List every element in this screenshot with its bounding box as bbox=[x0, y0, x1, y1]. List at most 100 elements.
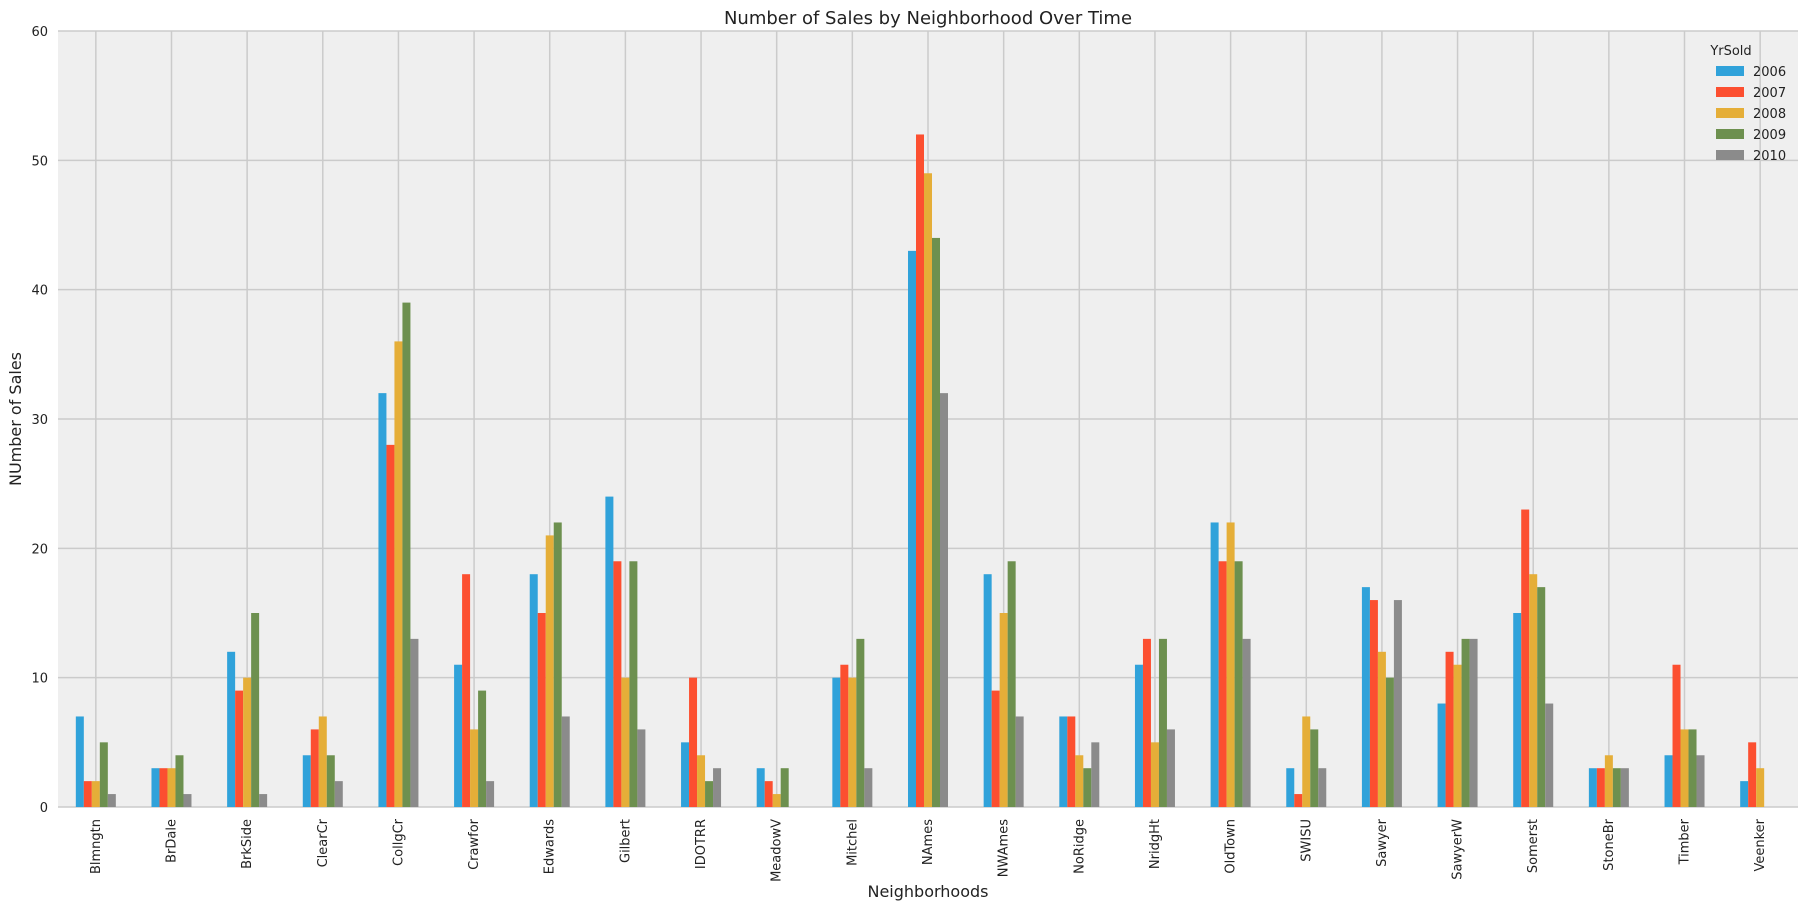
bar bbox=[1369, 600, 1378, 807]
x-tick-label: Veenker bbox=[1753, 818, 1768, 871]
bar bbox=[689, 677, 698, 807]
x-tick-label: ClearCr bbox=[316, 818, 331, 867]
bar bbox=[848, 677, 857, 807]
bar bbox=[621, 677, 630, 807]
bar bbox=[1696, 755, 1705, 807]
bar bbox=[637, 729, 646, 807]
bar bbox=[1083, 768, 1092, 807]
bar bbox=[864, 768, 873, 807]
bar bbox=[1302, 716, 1311, 807]
bar bbox=[1218, 561, 1227, 807]
bar bbox=[1294, 794, 1303, 807]
legend-label: 2009 bbox=[1753, 128, 1786, 143]
bar bbox=[772, 794, 781, 807]
bar bbox=[529, 574, 538, 807]
bar bbox=[832, 677, 841, 807]
chart-title: Number of Sales by Neighborhood Over Tim… bbox=[724, 8, 1132, 29]
x-tick-label: CollgCr bbox=[391, 818, 406, 866]
bar bbox=[537, 613, 546, 807]
bar bbox=[1612, 768, 1621, 807]
legend-label: 2006 bbox=[1753, 65, 1786, 80]
y-tick-label: 60 bbox=[31, 25, 48, 40]
legend-swatch bbox=[1716, 87, 1744, 97]
x-tick-label: IDOTRR bbox=[694, 819, 709, 869]
bar bbox=[932, 237, 940, 807]
x-tick-label: Blmngtn bbox=[89, 819, 104, 874]
bar bbox=[310, 729, 319, 807]
bar bbox=[840, 664, 849, 807]
bar bbox=[1150, 742, 1159, 807]
bar bbox=[259, 794, 268, 807]
bar bbox=[1210, 522, 1219, 807]
y-tick-label: 30 bbox=[31, 413, 48, 428]
y-tick-label: 50 bbox=[31, 154, 48, 169]
bar bbox=[470, 729, 479, 807]
bar bbox=[1377, 651, 1386, 807]
x-tick-label: StoneBr bbox=[1602, 818, 1617, 870]
bar bbox=[1588, 768, 1597, 807]
legend-swatch bbox=[1716, 66, 1744, 76]
bar bbox=[1461, 638, 1470, 807]
bar bbox=[697, 755, 706, 807]
bar bbox=[478, 690, 487, 807]
y-tick-label: 20 bbox=[31, 542, 48, 557]
y-tick-labels: 0 10 20 30 40 50 60 bbox=[31, 25, 48, 816]
bar bbox=[1469, 638, 1478, 807]
bar bbox=[1166, 729, 1175, 807]
legend-label: 2008 bbox=[1753, 107, 1786, 122]
bar bbox=[1226, 522, 1235, 807]
legend: YrSold 2006 2007 2008 2009 2010 bbox=[1709, 44, 1786, 164]
bar bbox=[1158, 638, 1167, 807]
bar bbox=[629, 561, 638, 807]
x-tick-label: Timber bbox=[1678, 818, 1693, 865]
bar bbox=[243, 677, 252, 807]
bar bbox=[1596, 768, 1605, 807]
x-tick-label: Sawyer bbox=[1375, 818, 1390, 867]
bar bbox=[1545, 703, 1554, 807]
legend-label: 2007 bbox=[1753, 86, 1786, 101]
bar bbox=[908, 250, 916, 807]
x-tick-labels: Blmngtn BrDale BrkSide ClearCr CollgCr Crawfo… bbox=[89, 818, 1768, 882]
bar bbox=[235, 690, 244, 807]
x-axis-title: Neighborhoods bbox=[867, 882, 988, 901]
x-tick-label: NAmes bbox=[921, 819, 936, 865]
legend-swatch bbox=[1716, 129, 1744, 139]
bar bbox=[1445, 651, 1454, 807]
x-tick-label: Somerst bbox=[1526, 819, 1541, 873]
bar bbox=[159, 768, 168, 807]
x-tick-label: NoRidge bbox=[1072, 819, 1087, 874]
bar bbox=[1091, 742, 1100, 807]
x-tick-label: SWISU bbox=[1299, 819, 1314, 862]
bar bbox=[183, 794, 192, 807]
bar bbox=[1604, 755, 1613, 807]
bar bbox=[91, 781, 100, 807]
bar bbox=[1521, 509, 1530, 807]
bars-layer bbox=[75, 134, 1765, 807]
bar bbox=[386, 444, 395, 807]
bar bbox=[764, 781, 773, 807]
x-tick-label: Mitchel bbox=[845, 819, 860, 866]
y-tick-label: 0 bbox=[40, 801, 48, 816]
bar bbox=[99, 742, 108, 807]
bar bbox=[394, 341, 403, 807]
x-tick-label: OldTown bbox=[1224, 819, 1239, 874]
y-tick-label: 40 bbox=[31, 284, 48, 299]
bar bbox=[1688, 729, 1697, 807]
bar bbox=[1453, 664, 1462, 807]
legend-swatch bbox=[1716, 108, 1744, 118]
bar bbox=[1756, 768, 1765, 807]
bar bbox=[613, 561, 622, 807]
bar bbox=[1529, 574, 1538, 807]
bar bbox=[1067, 716, 1076, 807]
legend-label: 2010 bbox=[1753, 149, 1786, 164]
bar bbox=[83, 781, 92, 807]
x-tick-label: MeadowV bbox=[770, 819, 785, 882]
bar bbox=[486, 781, 495, 807]
bar bbox=[1075, 755, 1084, 807]
x-tick-label: BrkSide bbox=[240, 819, 255, 869]
x-tick-label: Edwards bbox=[543, 819, 558, 874]
bar bbox=[334, 781, 343, 807]
y-tick-label: 10 bbox=[31, 672, 48, 687]
bar bbox=[713, 768, 722, 807]
